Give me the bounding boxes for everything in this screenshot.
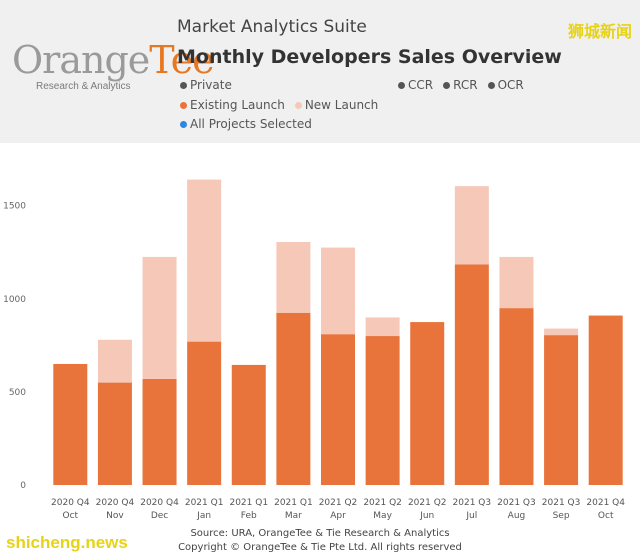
ccr-dot-icon (398, 81, 405, 89)
existing-launch-dot-icon (180, 101, 187, 109)
legend-item-existing-launch[interactable]: Existing Launch (180, 98, 285, 112)
y-tick-label: 0 (20, 481, 26, 491)
legend-label: Private (190, 78, 232, 92)
x-tick-quarter-label: 2020 Q4 (140, 498, 179, 508)
x-tick-quarter-label: 2021 Q3 (542, 498, 581, 508)
x-tick-quarter-label: 2021 Q2 (408, 498, 447, 508)
bar-existing-launch (588, 315, 623, 485)
bar-existing-launch (321, 334, 355, 485)
legend-label: RCR (453, 78, 478, 92)
legend-item-ocr[interactable]: OCR (487, 78, 524, 92)
bar-existing-launch (97, 382, 132, 485)
bar-new-launch (97, 339, 132, 383)
x-tick-month-label: Nov (106, 511, 124, 521)
private-dot-icon (180, 81, 187, 89)
selection-legend: All Projects Selected (180, 117, 322, 131)
x-tick-quarter-label: 2021 Q2 (319, 498, 358, 508)
suite-title: Market Analytics Suite (177, 17, 367, 37)
y-tick-label: 500 (9, 388, 26, 398)
launch-type-legend: Existing Launch New Launch (180, 98, 388, 112)
x-tick-month-label: Jul (465, 511, 477, 521)
bar-existing-launch (276, 312, 311, 485)
x-tick-month-label: Feb (241, 511, 257, 521)
bar-new-launch (142, 256, 177, 379)
x-tick-month-label: Oct (598, 511, 614, 521)
bar-new-launch (454, 186, 489, 265)
bar-existing-launch (231, 364, 266, 485)
x-tick-month-label: Jan (196, 511, 211, 521)
x-tick-quarter-label: 2021 Q1 (274, 498, 313, 508)
y-tick-label: 1500 (3, 202, 26, 212)
x-tick-month-label: Sep (553, 511, 570, 521)
x-tick-month-label: Aug (508, 511, 526, 521)
bar-existing-launch (365, 336, 400, 485)
x-tick-month-label: Oct (63, 511, 79, 521)
x-tick-quarter-label: 2020 Q4 (51, 498, 90, 508)
logo-wordmark-accent: Tee (149, 38, 214, 82)
rcr-dot-icon (443, 81, 451, 89)
x-tick-quarter-label: 2020 Q4 (96, 498, 135, 508)
selection-dot-icon (180, 120, 187, 128)
x-tick-quarter-label: 2021 Q2 (363, 498, 402, 508)
market-segment-legend: Private (180, 78, 242, 92)
bar-existing-launch (53, 363, 88, 485)
x-tick-month-label: Mar (285, 511, 302, 521)
watermark-chinese: 狮城新闻 (567, 22, 632, 41)
x-tick-quarter-label: 2021 Q3 (497, 498, 536, 508)
x-tick-month-label: Jun (419, 511, 434, 521)
logo-subtitle: Research & Analytics (36, 81, 131, 92)
bar-new-launch (499, 256, 534, 309)
legend-label: All Projects Selected (190, 117, 312, 131)
orangetee-logo: OrangeTee Research & Analytics (12, 38, 215, 92)
legend-item-all-projects[interactable]: All Projects Selected (180, 117, 312, 131)
bar-new-launch (544, 328, 579, 336)
x-tick-quarter-label: 2021 Q1 (185, 498, 224, 508)
ocr-dot-icon (487, 81, 495, 89)
legend-label: New Launch (304, 98, 379, 112)
bar-new-launch (365, 317, 400, 337)
y-tick-label: 1000 (3, 295, 26, 305)
watermark-english: shicheng.news (6, 533, 128, 552)
x-tick-quarter-label: 2021 Q1 (229, 498, 268, 508)
legend-item-private[interactable]: Private (180, 78, 232, 92)
bar-new-launch (276, 242, 311, 313)
report-header: OrangeTee Research & Analytics Market An… (0, 0, 640, 143)
bar-new-launch (187, 179, 222, 342)
page-title: Monthly Developers Sales Overview (177, 46, 562, 68)
legend-item-new-launch[interactable]: New Launch (294, 98, 379, 112)
x-tick-quarter-label: 2021 Q3 (453, 498, 492, 508)
legend-label: Existing Launch (190, 98, 285, 112)
logo-wordmark-main: Orange (12, 38, 150, 82)
new-launch-dot-icon (294, 101, 302, 109)
bar-existing-launch (410, 322, 445, 485)
legend-item-ccr[interactable]: CCR (398, 78, 433, 92)
bar-existing-launch (142, 378, 177, 485)
copyright-note: Copyright © OrangeTee & Tie Pte Ltd. All… (178, 542, 462, 553)
bar-existing-launch (454, 264, 489, 485)
source-note: Source: URA, OrangeTee & Tie Research & … (190, 528, 450, 539)
legend-label: CCR (408, 78, 434, 92)
bar-new-launch (321, 247, 355, 335)
logo-wordmark: OrangeTee (12, 38, 215, 82)
region-legend: CCR RCR OCR (398, 78, 534, 92)
x-tick-month-label: May (373, 511, 392, 521)
legend-label: OCR (497, 78, 524, 92)
bar-existing-launch (544, 335, 579, 485)
x-tick-month-label: Dec (151, 511, 168, 521)
legend-item-rcr[interactable]: RCR (443, 78, 478, 92)
bar-existing-launch (499, 308, 534, 485)
sales-bar-chart: 0 500 1000 1500 2020 Q4 Oct 2020 Q4 Nov 2020 Q4 D… (3, 179, 625, 521)
x-tick-month-label: Apr (330, 511, 346, 521)
x-tick-quarter-label: 2021 Q4 (586, 498, 625, 508)
bar-existing-launch (187, 341, 222, 485)
